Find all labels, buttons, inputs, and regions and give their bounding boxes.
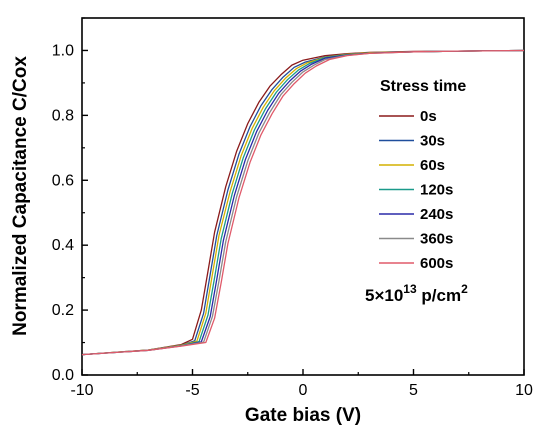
y-tick-label: 0.6 [52,172,74,189]
y-axis: 0.0 0.2 0.4 0.6 0.8 1.0 [52,17,88,384]
x-axis: -10 -5 0 5 10 [70,369,533,399]
legend-label-60s: 60s [420,157,445,174]
series-line-240s [81,49,525,356]
dose-annotation: 5×1013 p/cm2 [365,282,468,305]
y-tick-label: 0.4 [52,237,74,254]
series-line-120s [81,49,525,356]
series-lines [81,49,525,356]
x-tick-label: 5 [409,382,418,399]
series-line-60s [81,49,525,356]
legend: Stress time 0s 30s 60s 120s 240s 360s 600s [379,78,466,272]
x-tick-label: 0 [299,382,308,399]
series-line-0s [81,49,525,356]
y-tick-label: 0.0 [52,367,74,384]
y-tick-label: 1.0 [52,42,74,59]
legend-label-30s: 30s [420,133,445,150]
legend-label-600s: 600s [420,255,453,272]
x-tick-label: -5 [185,382,199,399]
legend-title: Stress time [380,78,466,95]
x-tick-label: -10 [70,382,93,399]
series-line-360s [81,49,525,356]
legend-label-360s: 360s [420,231,453,248]
y-tick-label: 0.8 [52,107,74,124]
y-axis-title: Normalized Capacitance C/Cox [10,56,31,336]
x-tick-label: 10 [515,382,533,399]
y-tick-label: 0.2 [52,302,74,319]
legend-label-240s: 240s [420,206,453,223]
legend-label-0s: 0s [420,108,437,125]
x-axis-title: Gate bias (V) [245,405,361,426]
series-line-30s [81,49,525,356]
legend-label-120s: 120s [420,182,453,199]
series-line-600s [81,49,525,356]
